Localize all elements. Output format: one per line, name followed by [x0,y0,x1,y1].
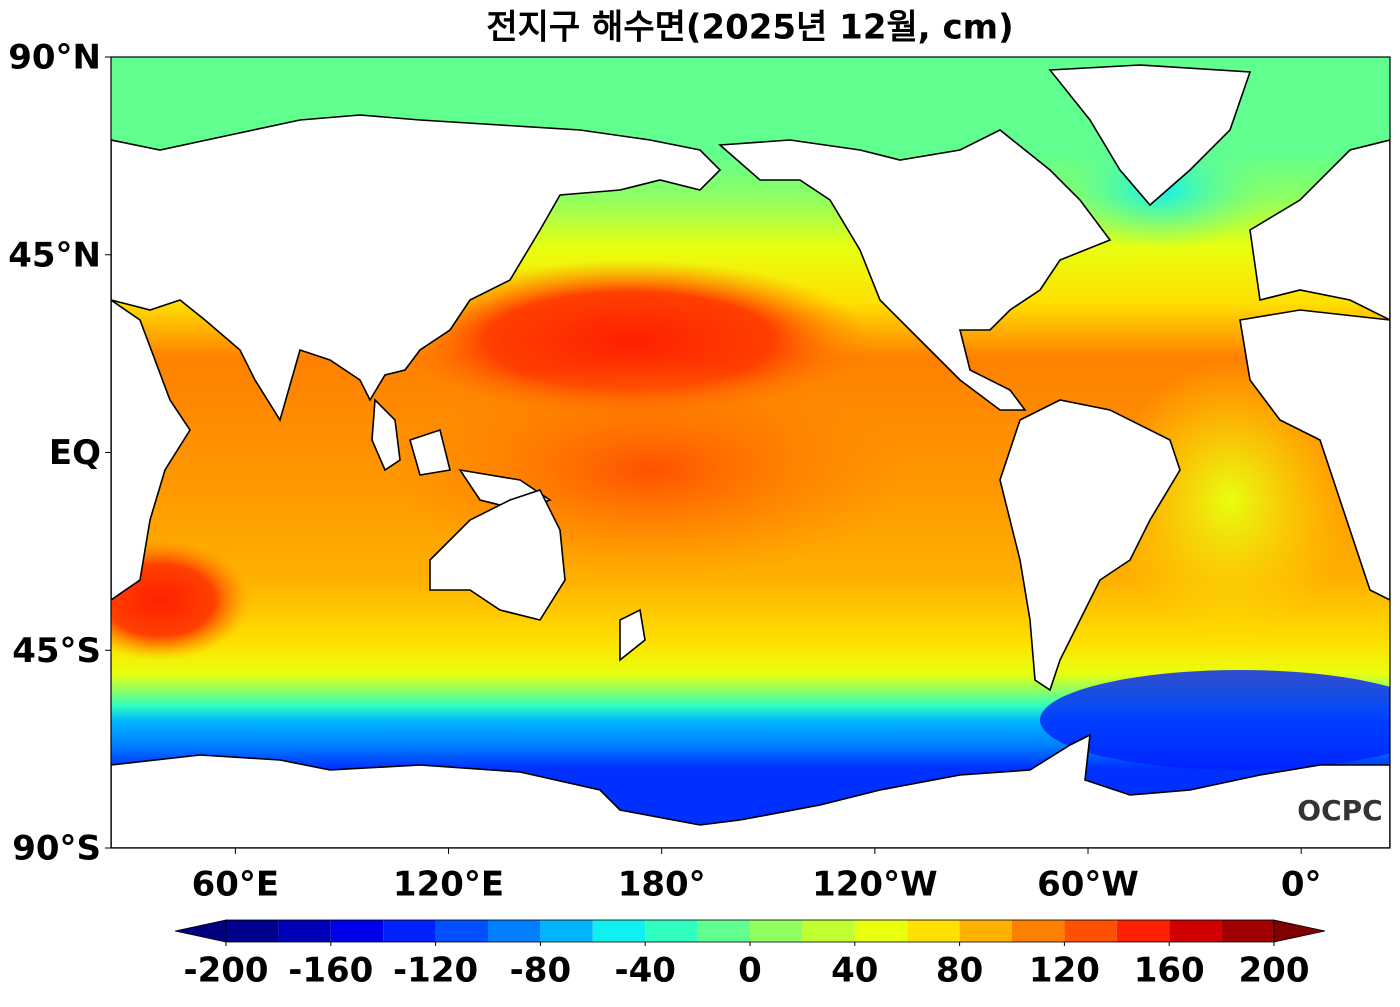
x-tick-label: 120°E [393,865,504,905]
land [718,129,1112,411]
x-tick-label: 60°E [192,865,280,905]
land [1239,309,1390,601]
y-tick-label: 45°N [8,235,101,275]
x-tick-label: 180° [618,865,706,905]
colorbar-tick-label: 0 [738,951,762,991]
colorbar-tick-label: 80 [936,951,983,991]
land [429,489,566,621]
x-tick-label: 120°W [812,865,937,905]
y-tick-label: 90°N [8,38,101,78]
colorbar-box [645,920,698,942]
colorbar-box [1169,920,1222,942]
colorbar-box [488,920,541,942]
colorbar-tick-label: 160 [1134,951,1205,991]
colorbar-tick-label: -80 [510,951,571,991]
land [111,733,1390,848]
colorbar-box [592,920,646,942]
colorbar-box [750,920,803,942]
x-tick-label: 0° [1281,865,1322,905]
colorbar-box [697,920,750,942]
colorbar-extend-under [174,919,227,943]
land [111,299,191,601]
colorbar-box [1012,920,1065,942]
y-tick-label: 45°S [12,631,101,671]
colorbar-tick-label: 120 [1029,951,1100,991]
colorbar-box [907,920,960,942]
land [1249,139,1390,321]
land [619,608,646,662]
title: 전지구 해수면(2025년 12월, cm) [486,8,1013,48]
colorbar-box [854,920,908,942]
anomaly-region [1110,360,1350,640]
colorbar-box [383,920,436,942]
colorbar-box [1064,920,1117,942]
colorbar-tick-label: -40 [614,951,675,991]
colorbar-box [330,920,384,942]
logo: OCPC [1297,794,1382,827]
colorbar-extend-over [1273,919,1326,943]
anomaly-region [111,540,250,660]
colorbar: -200 -160 -120 -80 -40 0 40 80 120 160 200 [174,919,1326,991]
colorbar-box [802,920,855,942]
colorbar-box [1221,920,1274,942]
x-tick-label: 60°W [1037,865,1139,905]
y-tick-label: 90°S [12,829,101,869]
colorbar-box [435,920,488,942]
land [111,114,722,422]
colorbar-tick-label: -160 [288,951,373,991]
land [1048,64,1252,207]
land [999,399,1181,692]
axes: 60°E 120°E 180° 120°W 60°W 0° 90°N 45°N EQ 45°S 90… [8,38,1321,905]
colorbar-tick-label: 40 [831,951,878,991]
colorbar-box [226,920,279,942]
colorbar-box [278,920,331,942]
anomaly-region [1040,670,1390,770]
y-tick-label: EQ [49,433,101,473]
colorbar-box [959,920,1012,942]
colorbar-tick-label: 200 [1239,951,1310,991]
colorbar-tick-label: -200 [183,951,268,991]
map-field [111,57,1390,848]
colorbar-box [1116,920,1170,942]
colorbar-tick-label: -120 [393,951,478,991]
colorbar-box [540,920,593,942]
